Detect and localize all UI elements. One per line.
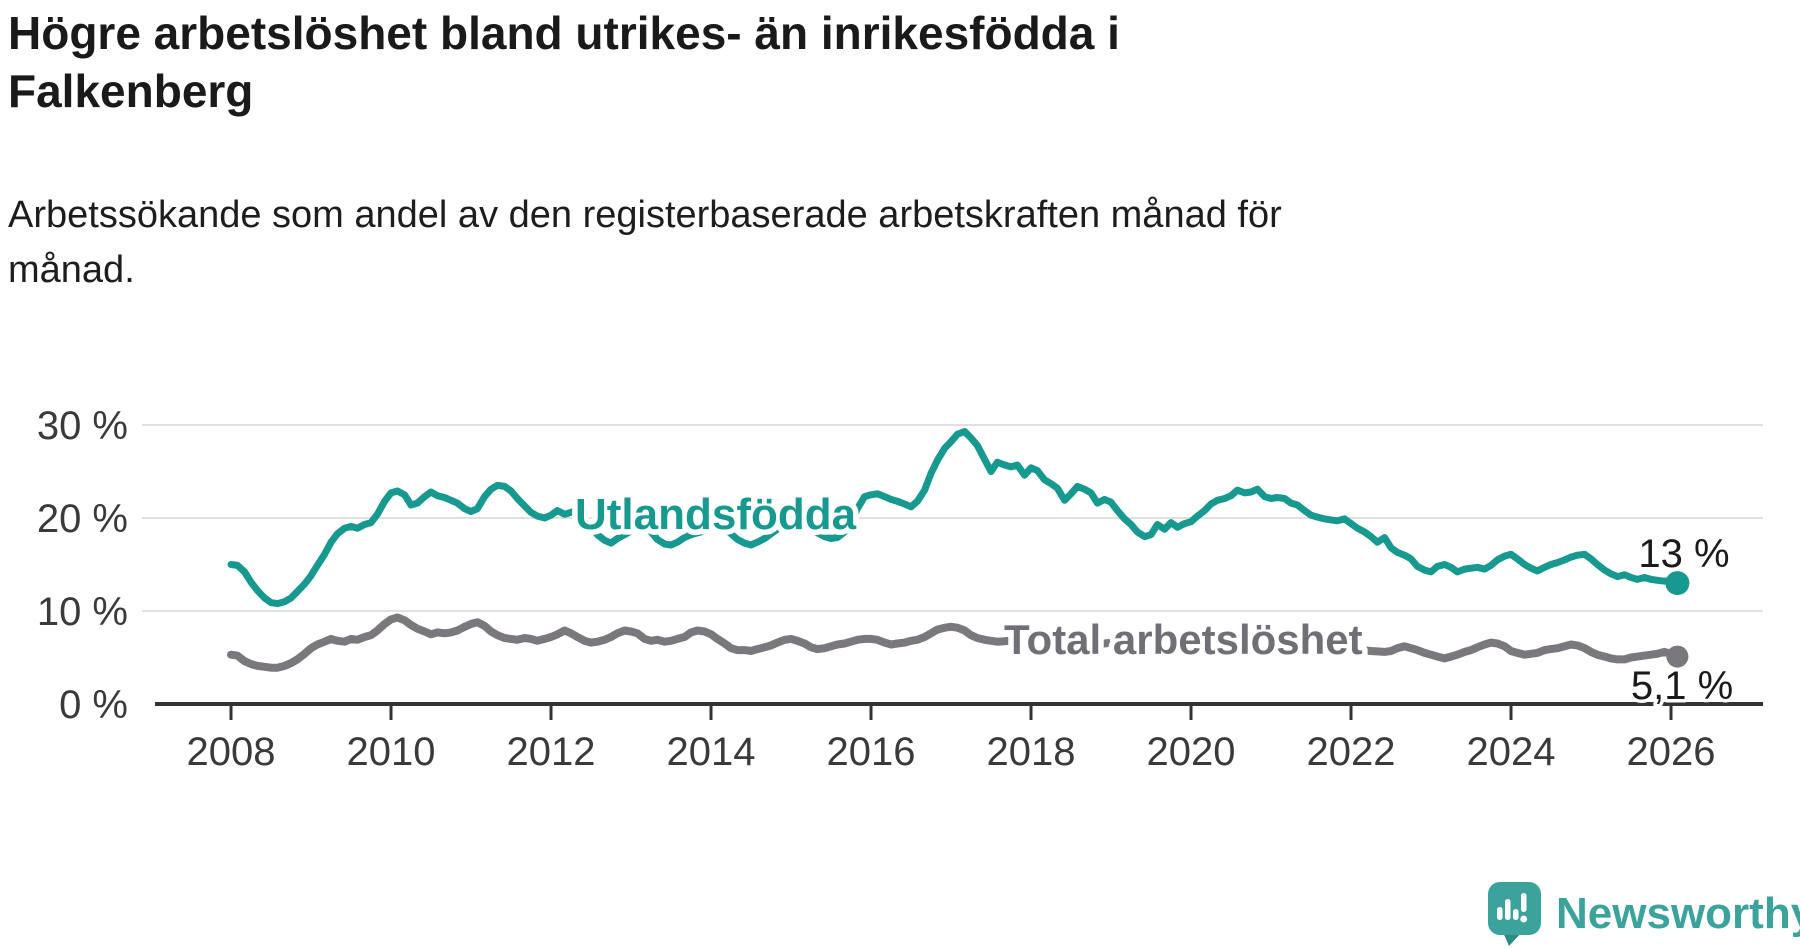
x-tick-label-2026: 2026 — [1627, 730, 1716, 774]
total-arbetsloshet-line — [227, 613, 1682, 672]
axis-tick-labels: 30 % 20 % 10 % 0 % 2008 2010 2012 2014 2016 2018 2… — [37, 404, 1716, 774]
gridlines — [142, 424, 1763, 612]
utlandsfodda-end-dot — [1665, 571, 1690, 596]
end-point-dots — [1665, 571, 1690, 668]
utlandsfodda-line — [227, 428, 1681, 608]
x-tick-label-2024: 2024 — [1467, 730, 1556, 774]
x-tick-label-2014: 2014 — [667, 730, 756, 774]
total-end-dot — [1666, 645, 1689, 668]
series-lines — [227, 428, 1682, 672]
y-tick-label-20: 20 % — [37, 497, 128, 541]
logo-bar-chart-glyph — [1497, 893, 1528, 923]
chart-subtitle: Arbetssökande som andel av den registerb… — [8, 194, 1282, 291]
y-tick-label-10: 10 % — [37, 590, 128, 634]
x-tick-label-2012: 2012 — [507, 730, 596, 774]
page-title: Högre arbetslöshet bland utrikes- än inr… — [8, 7, 1120, 117]
x-tick-label-2016: 2016 — [827, 730, 916, 774]
x-tick-label-2018: 2018 — [987, 730, 1076, 774]
end-value-label-utlandsfodda: 13 % — [1638, 532, 1729, 576]
x-tick-label-2010: 2010 — [347, 730, 436, 774]
newsworthy-logo-text: Newsworthy — [1556, 889, 1800, 938]
x-axis — [155, 702, 1763, 720]
series-label-utlandsfodda: Utlandsfödda — [575, 490, 857, 539]
end-value-label-total: 5,1 % — [1631, 664, 1733, 708]
newsworthy-logo: Newsworthy — [1488, 882, 1800, 946]
y-tick-label-0: 0 % — [59, 683, 128, 727]
x-tick-label-2008: 2008 — [187, 730, 276, 774]
speech-bubble-chart-icon — [1488, 882, 1541, 946]
x-tick-label-2020: 2020 — [1147, 730, 1236, 774]
y-tick-label-30: 30 % — [37, 404, 128, 448]
series-label-total-arbetsloshet: Total arbetslöshet — [1004, 616, 1363, 663]
x-tick-label-2022: 2022 — [1307, 730, 1396, 774]
